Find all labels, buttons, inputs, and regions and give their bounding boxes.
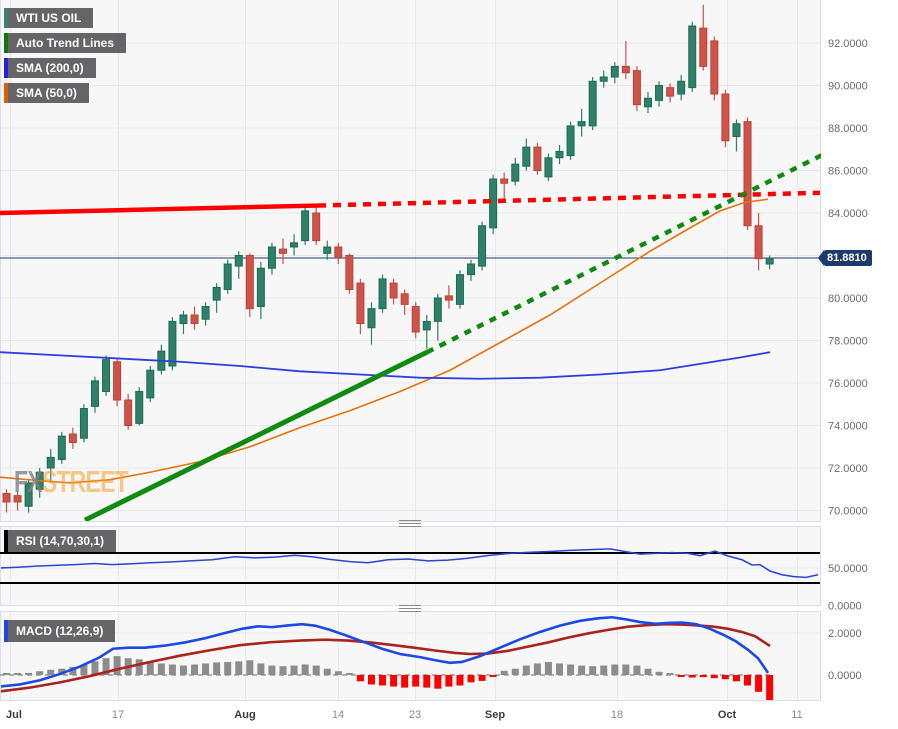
resistance-trendline-solid xyxy=(0,203,319,216)
legend-item-label: WTI US OIL xyxy=(16,11,82,25)
legend-item-1[interactable]: Auto Trend Lines xyxy=(4,33,127,53)
time-axis-label-14: 14 xyxy=(331,709,345,721)
time-axis-label-18: 18 xyxy=(610,709,624,721)
price-tag-arrow-icon xyxy=(818,250,824,266)
sma50-line xyxy=(0,198,769,484)
time-axis-label-Oct: Oct xyxy=(717,709,737,721)
time-axis-label-17: 17 xyxy=(111,709,125,721)
price-tick-label: 80.0000 xyxy=(828,293,868,305)
time-axis-label-11: 11 xyxy=(791,709,803,721)
legend-item-label: Auto Trend Lines xyxy=(16,36,115,50)
legend-marker-icon xyxy=(4,83,8,103)
time-axis-label-Jul: Jul xyxy=(6,709,22,721)
time-axis-label-23: 23 xyxy=(408,709,422,721)
sma200-line xyxy=(0,351,771,380)
legend-item-2[interactable]: SMA (200,0) xyxy=(4,58,96,78)
support-trendline-dotted xyxy=(425,153,821,355)
indicator-legend: WTI US OIL Auto Trend Lines SMA (200,0) SMA… xyxy=(4,8,127,103)
gridlines xyxy=(0,0,820,700)
legend-marker-icon xyxy=(4,8,8,28)
macd-signal-line xyxy=(1,622,771,693)
time-axis-label-Sep: Sep xyxy=(484,709,506,721)
price-tick-label: 74.0000 xyxy=(828,421,868,433)
panel-resize-handle-rsi[interactable] xyxy=(399,520,421,527)
price-tag-value: 81.8810 xyxy=(824,250,872,266)
time-axis-label-Aug: Aug xyxy=(234,709,256,721)
panel-resize-handle-macd[interactable] xyxy=(399,605,421,612)
rsi-line xyxy=(1,548,819,579)
rsi-label-text: RSI (14,70,30,1) xyxy=(16,534,105,548)
legend-marker-icon xyxy=(4,33,8,53)
macd-line xyxy=(1,615,770,688)
price-tick-label: 72.0000 xyxy=(828,463,868,475)
macd-tick-label: 0.0000 xyxy=(828,670,862,682)
price-axis[interactable]: 92.0000 90.0000 88.0000 86.0000 84.0000 80.00… xyxy=(828,38,868,682)
legend-item-label: SMA (50,0) xyxy=(16,86,77,100)
price-tick-label: 70.0000 xyxy=(828,506,868,518)
rsi-tick-label: 0.0000 xyxy=(828,601,862,613)
panel-background xyxy=(0,527,820,605)
time-axis[interactable]: Jul 17 Aug 14 23 Sep 18 Oct 11 xyxy=(0,703,898,729)
support-trendline-solid xyxy=(83,349,429,521)
rsi-pane-label[interactable]: RSI (14,70,30,1) xyxy=(4,530,117,552)
rsi-tick-label: 50.0000 xyxy=(828,563,868,575)
legend-item-3[interactable]: SMA (50,0) xyxy=(4,83,89,103)
legend-item-label: SMA (200,0) xyxy=(16,61,84,75)
candlestick-series xyxy=(2,4,774,513)
price-tick-label: 84.0000 xyxy=(828,208,868,220)
macd-pane-label[interactable]: MACD (12,26,9) xyxy=(4,620,116,642)
price-tick-label: 78.0000 xyxy=(828,336,868,348)
rsi-marker-icon xyxy=(4,530,8,552)
price-tick-label: 76.0000 xyxy=(828,378,868,390)
macd-marker-icon xyxy=(4,620,8,642)
legend-marker-icon xyxy=(4,58,8,78)
price-tick-label: 88.0000 xyxy=(828,123,868,135)
legend-item-0[interactable]: WTI US OIL xyxy=(4,8,94,28)
macd-label-text: MACD (12,26,9) xyxy=(16,624,104,638)
price-tick-label: 90.0000 xyxy=(828,81,868,93)
price-tick-label: 86.0000 xyxy=(828,166,868,178)
macd-histogram xyxy=(3,656,774,700)
price-tick-label: 92.0000 xyxy=(828,38,868,50)
last-price-tag: 81.8810 xyxy=(818,250,872,266)
macd-tick-label: 2.0000 xyxy=(828,628,862,640)
